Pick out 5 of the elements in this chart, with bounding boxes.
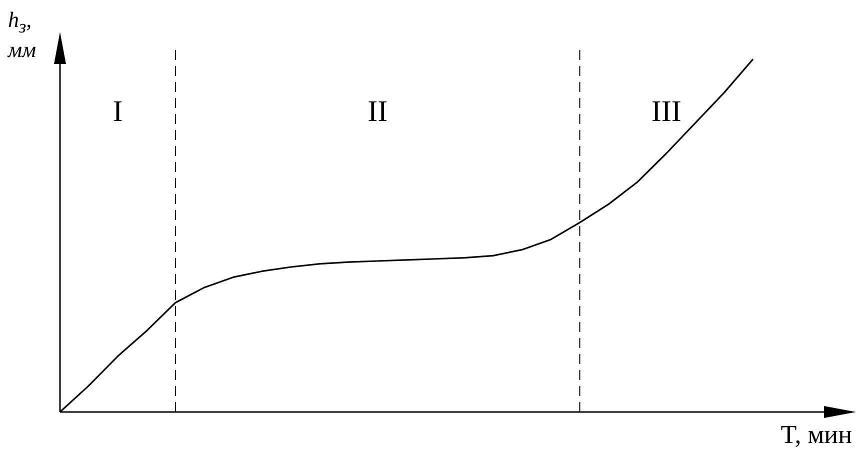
annotation: II: [368, 95, 388, 130]
annotation: I: [112, 95, 123, 130]
annotation: III: [651, 95, 682, 130]
x-axis-title: T, мин: [780, 420, 852, 450]
y-axis-title: h$_{з}$, мм: [8, 7, 38, 62]
